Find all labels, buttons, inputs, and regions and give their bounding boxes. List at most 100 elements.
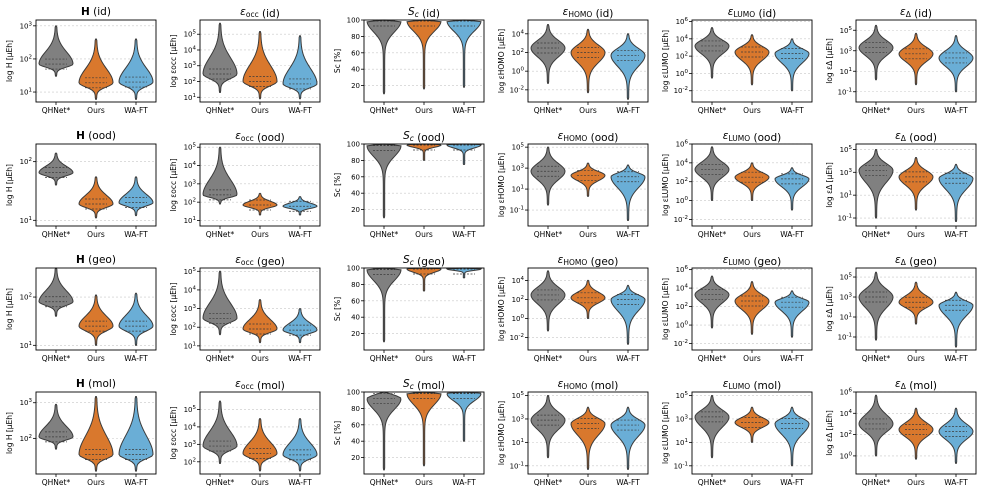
subplot-title: εLUMO (id) <box>728 6 776 20</box>
y-tick-label: 60 <box>351 421 360 429</box>
subplot-16: εLUMO (geo) 10-2 100 102 104 106 log εLUMO [μE… <box>661 254 813 363</box>
y-tick-label: 103 <box>184 179 197 188</box>
axes-frame <box>35 19 157 103</box>
x-tick-label: WA-FT <box>616 230 640 239</box>
subplot-21: εHOMO (mol) 10-1 101 103 105 log εHOMO [μEh] Q… <box>497 378 649 487</box>
y-tick-label: 20 <box>351 330 360 338</box>
y-tick-label: 102 <box>676 52 688 61</box>
violin-QHNet* <box>694 275 730 329</box>
y-tick-label: 103 <box>840 168 853 177</box>
x-tick-label: QHNet* <box>370 478 399 487</box>
subplot-15: εHOMO (geo) 10-2 100 102 104 log εHOMO [μEh] Q… <box>497 254 649 363</box>
subplot-6: H (ood) 101 102 log H [μEh] QHNet* Ours WA-FT <box>5 130 157 239</box>
x-tick-label: WA-FT <box>944 478 968 487</box>
y-axis-label: log H [μEh] <box>5 412 14 454</box>
x-tick-label: WA-FT <box>288 230 312 239</box>
violin-WA-FT <box>446 391 482 442</box>
y-tick-label: 102 <box>184 457 196 466</box>
y-tick-label: 100 <box>676 69 689 78</box>
subplot-13: εocc (geo) 101 102 103 104 105 log εocc [μEh] Q… <box>169 254 321 363</box>
subplot-7: εocc (ood) 101 102 103 104 105 log εocc [μEh] Q… <box>169 130 321 239</box>
subplot-title: εHOMO (ood) <box>558 130 619 144</box>
violin-Ours <box>242 30 278 100</box>
y-tick-label: 102 <box>184 323 196 332</box>
violin-QHNet* <box>694 395 730 459</box>
violin-Ours <box>406 19 442 90</box>
x-tick-label: QHNet* <box>698 106 727 115</box>
subplot-23: εΔ (mol) 100 102 104 106 log εΔ [μEh] QHNet* Ou… <box>825 378 977 487</box>
violin-Ours <box>406 391 442 467</box>
axes-frame <box>855 391 977 475</box>
y-axis-label: log H [μEh] <box>5 288 14 330</box>
x-tick-label: QHNet* <box>862 230 891 239</box>
subplot-22: εLUMO (mol) 10-1 101 103 105 log εLUMO [μEh] Q… <box>661 378 813 487</box>
x-tick-label: WA-FT <box>452 354 476 363</box>
x-tick-label: Ours <box>907 478 925 487</box>
y-tick-label: 80 <box>351 33 360 41</box>
x-tick-label: QHNet* <box>534 478 563 487</box>
x-tick-label: Ours <box>251 230 269 239</box>
y-tick-label: 105 <box>840 26 853 35</box>
subplot-8: Sc (ood) 20 40 60 80 100 Sc [%] QHNet* Ours WA-FT <box>333 130 485 239</box>
violin-QHNet* <box>366 267 402 343</box>
subplot-title: εocc (geo) <box>235 254 285 268</box>
violin-Ours <box>78 176 114 219</box>
y-tick-label: 100 <box>676 321 689 330</box>
subplot-title: H (id) <box>81 6 111 18</box>
violin-WA-FT <box>938 407 974 464</box>
y-tick-label: 10-2 <box>674 86 688 95</box>
y-tick-label: 104 <box>184 422 197 431</box>
violin-Ours <box>406 267 442 292</box>
violin-QHNet* <box>366 143 402 219</box>
axes-frame <box>527 391 649 475</box>
x-tick-label: QHNet* <box>206 106 235 115</box>
subplot-17: εΔ (geo) 10-1 101 103 105 log εΔ [μEh] QHNet* O… <box>825 254 977 363</box>
y-tick-label: 102 <box>184 198 196 207</box>
y-tick-label: 10-1 <box>510 461 524 470</box>
x-tick-label: WA-FT <box>944 106 968 115</box>
subplot-14: Sc (geo) 20 40 60 80 100 Sc [%] QHNet* Ours WA-FT <box>333 254 485 363</box>
axes-frame <box>35 143 157 227</box>
x-tick-label: Ours <box>87 106 105 115</box>
violin-Ours <box>78 294 114 346</box>
x-tick-label: WA-FT <box>452 478 476 487</box>
subplot-title: εLUMO (mol) <box>723 378 781 392</box>
violin-QHNet* <box>202 22 238 94</box>
y-tick-label: 102 <box>676 302 688 311</box>
y-tick-label: 10-2 <box>674 215 688 224</box>
y-tick-label: 100 <box>512 314 525 323</box>
x-tick-label: QHNet* <box>206 230 235 239</box>
subplot-title: Sc (id) <box>408 6 440 20</box>
y-axis-label: log εLUMO [μEh] <box>661 30 670 92</box>
violin-WA-FT <box>774 167 810 211</box>
axes-frame <box>691 391 813 475</box>
y-tick-label: 103 <box>840 46 853 55</box>
y-tick-label: 10-2 <box>510 333 524 342</box>
y-tick-label: 106 <box>840 388 853 397</box>
y-tick-label: 60 <box>351 297 360 305</box>
y-tick-label: 105 <box>840 145 853 154</box>
y-tick-label: 105 <box>840 273 853 282</box>
y-tick-label: 40 <box>351 438 360 446</box>
y-tick-label: 101 <box>20 88 32 97</box>
y-tick-label: 102 <box>20 54 32 63</box>
y-tick-label: 100 <box>676 196 689 205</box>
y-tick-label: 10-2 <box>674 339 688 348</box>
axes-frame <box>855 143 977 227</box>
x-tick-label: Ours <box>743 478 761 487</box>
violin-QHNet* <box>38 403 74 450</box>
subplot-title: εΔ (mol) <box>895 378 937 392</box>
axes-frame <box>691 19 813 103</box>
y-axis-label: Sc [%] <box>333 173 342 197</box>
violin-Ours <box>898 156 934 211</box>
y-tick-label: 103 <box>184 304 197 313</box>
y-axis-label: log εHOMO [μEh] <box>497 153 506 217</box>
violin-WA-FT <box>774 406 810 467</box>
x-tick-label: QHNet* <box>698 354 727 363</box>
subplot-5: εΔ (id) 10-1 101 103 105 log εΔ [μEh] QHNet* Ou… <box>825 6 977 115</box>
violin-QHNet* <box>38 152 74 186</box>
axes-frame <box>363 19 485 103</box>
subplot-title: εHOMO (geo) <box>558 254 619 268</box>
y-tick-label: 10-1 <box>838 332 852 341</box>
